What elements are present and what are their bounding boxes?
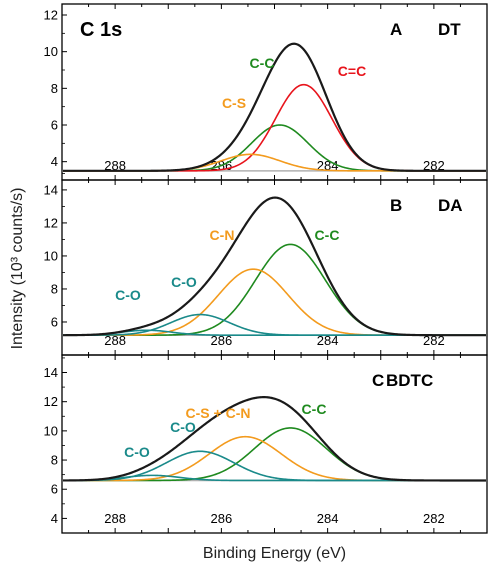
y-tick-label: 4 [51,154,58,169]
panel-sample-label: BDTC [386,371,433,390]
panel-frame [61,3,488,181]
x-tick-label: 284 [317,333,339,348]
x-tick-label: 284 [317,511,339,526]
x-tick-label: 282 [423,511,445,526]
peak-label: C=C [338,63,366,79]
peak-label: C-O [170,419,196,435]
x-tick-label: 286 [211,333,233,348]
y-tick-label: 12 [44,8,58,23]
panel-letter: B [390,196,402,215]
x-tick-label: 286 [211,511,233,526]
peak-label: C-C [250,55,275,71]
y-tick-label: 14 [44,182,58,197]
x-tick-label: 288 [104,333,126,348]
panel-frame [61,179,488,356]
x-tick-label: 282 [423,158,445,173]
peak-label: C-O [115,287,141,303]
curves [63,196,486,337]
curves [63,396,486,482]
peak-label: C-N [210,227,235,243]
x-tick-label: 282 [423,333,445,348]
y-tick-label: 14 [44,365,58,380]
peak-label: C-O [171,274,197,290]
y-tick-label: 6 [51,314,58,329]
y-tick-label: 8 [51,281,58,296]
curves [63,42,486,172]
y-tick-label: 12 [44,394,58,409]
panel-b: 6 8 10 12 14 288 286 284 282 C-C C-N C-O C-O B DA [44,172,488,356]
panel-letter: A [390,20,402,39]
peak-label: C-O [124,444,150,460]
x-tick-label: 288 [104,511,126,526]
peak-label: C-C [302,401,327,417]
y-tick-label: 6 [51,118,58,133]
envelope-curve [63,196,486,337]
envelope-curve [63,42,486,172]
y-tick-label: 10 [44,44,58,59]
y-tick-label: 12 [44,215,58,230]
y-tick-label: 6 [51,482,58,497]
panel-sample-label: DT [438,20,461,39]
envelope-curve [63,396,486,482]
peak-label: C-C [315,227,340,243]
y-tick-label: 8 [51,81,58,96]
y-tick-label: 10 [44,248,58,263]
chart-title: C 1s [80,19,122,41]
x-tick-label: 288 [104,158,126,173]
panel-letter: C [372,371,384,390]
y-tick-label: 8 [51,453,58,468]
panel-sample-label: DA [438,196,463,215]
y-axis-label: Intensity (10³ counts/s) [9,188,26,350]
x-axis-label: Binding Energy (eV) [203,545,346,562]
peak-label: C-S + C-N [186,405,251,421]
y-tick-label: 4 [51,511,58,526]
peak-label: C-S [222,95,246,111]
y-tick-label: 10 [44,423,58,438]
